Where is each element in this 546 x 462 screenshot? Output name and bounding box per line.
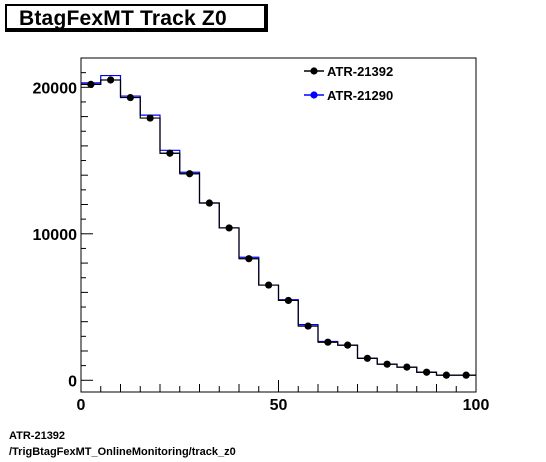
data-point — [324, 338, 332, 346]
legend-label: ATR-21290 — [327, 88, 393, 103]
chart-title-box: BtagFexMT Track Z0 — [5, 4, 268, 32]
x-tick-label: 100 — [463, 397, 490, 414]
x-tick-label: 0 — [77, 397, 86, 414]
y-tick-label: 10000 — [33, 227, 78, 244]
y-tick-label: 0 — [68, 373, 77, 390]
data-point — [423, 368, 431, 376]
series-line-ATR-21392 — [81, 79, 476, 376]
data-point — [442, 371, 450, 379]
data-point — [186, 170, 194, 178]
legend-marker — [310, 67, 318, 75]
data-point — [265, 281, 273, 289]
data-point — [205, 199, 213, 207]
data-point — [146, 114, 154, 122]
data-point — [166, 149, 174, 157]
data-point — [107, 76, 115, 84]
x-tick-label: 50 — [270, 397, 288, 414]
footer-path-label: /TrigBtagFexMT_OnlineMonitoring/track_z0 — [9, 446, 236, 458]
data-point — [126, 93, 134, 102]
y-tick-label: 20000 — [33, 80, 78, 97]
series-line-ATR-21290 — [81, 74, 476, 376]
footer-run-label: ATR-21392 — [9, 430, 66, 442]
legend-label: ATR-21392 — [327, 64, 393, 79]
chart-title: BtagFexMT Track Z0 — [19, 7, 227, 30]
data-point — [383, 360, 391, 368]
data-point — [462, 371, 470, 379]
data-point — [344, 341, 352, 349]
data-point — [87, 80, 95, 88]
data-point — [363, 354, 371, 362]
data-point — [245, 255, 253, 263]
data-point — [284, 296, 292, 305]
data-point — [403, 363, 411, 371]
legend-marker — [310, 91, 318, 99]
data-point — [225, 224, 233, 232]
data-point — [304, 322, 312, 330]
